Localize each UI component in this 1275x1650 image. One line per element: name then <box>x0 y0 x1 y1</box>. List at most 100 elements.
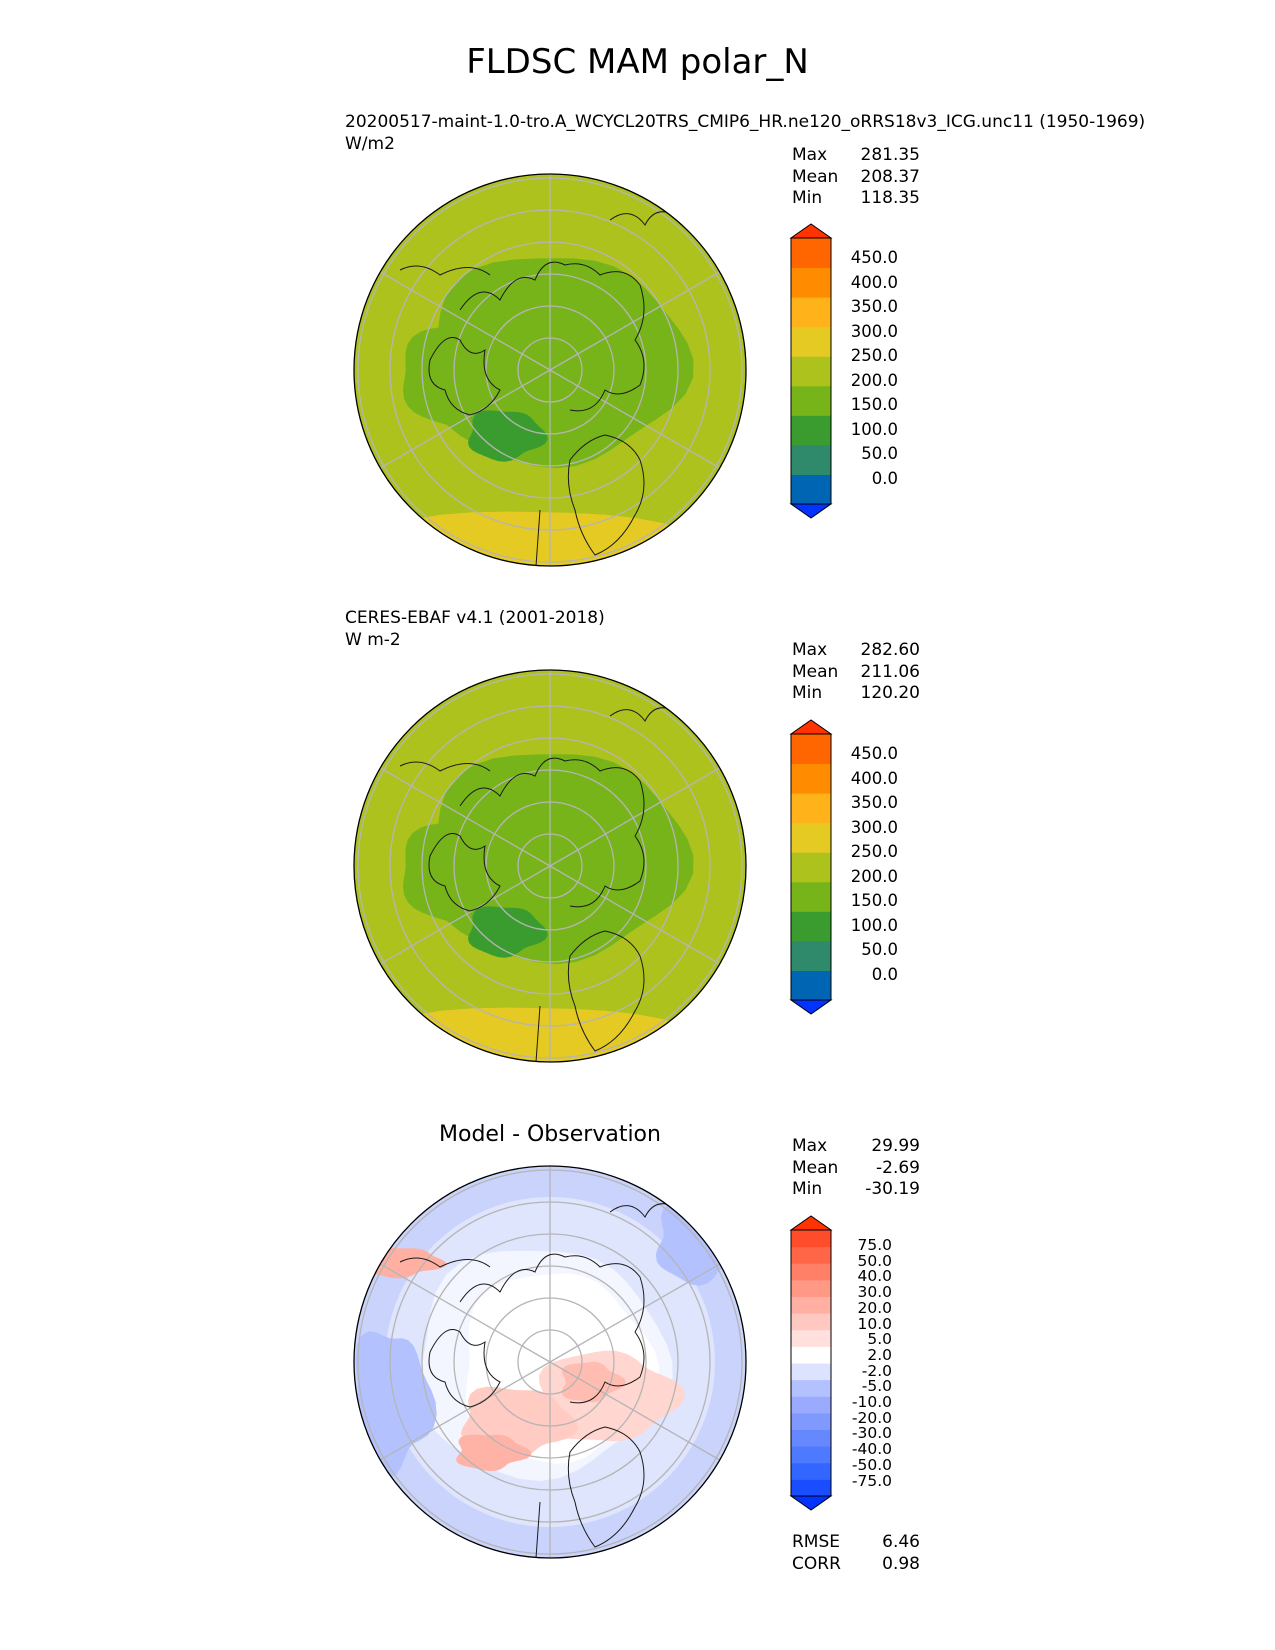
colorbar-swatch <box>791 1279 831 1297</box>
tick-label: -40.0 <box>851 1440 892 1459</box>
coastline <box>534 509 541 566</box>
tick-label: 100.0 <box>850 419 898 439</box>
tick-label: 350.0 <box>850 297 898 316</box>
page-title: FLDSC MAM polar_N <box>466 42 809 82</box>
tick-label: 200.0 <box>850 370 898 390</box>
model-units: W/m2 <box>345 134 395 154</box>
coastline <box>459 1253 645 1404</box>
tick-label: 300.0 <box>850 817 898 837</box>
obs-colorbar <box>789 719 833 1015</box>
colorbar-swatch <box>791 1230 831 1248</box>
meridian-line <box>379 1361 551 1461</box>
tick-label: 50.0 <box>857 1251 892 1270</box>
colorbar-swatch <box>791 1379 831 1397</box>
colorbar-swatch <box>791 1329 831 1347</box>
coastline <box>609 1203 676 1218</box>
graticule <box>357 670 743 1062</box>
colorbar-extend-max <box>789 1215 833 1231</box>
obs-stats: Max 282.60 Mean 211.06 Min 120.20 <box>792 640 920 705</box>
colorbar-swatch <box>791 474 831 505</box>
stat-mean: Mean 211.06 <box>792 661 920 682</box>
coastline <box>567 930 645 1052</box>
colorbar-swatch <box>791 1346 831 1364</box>
colorbar-extend-max <box>789 223 833 239</box>
meridian-line <box>549 1263 721 1363</box>
tick-label: 150.0 <box>850 395 898 414</box>
diff-stats: Max 29.99 Mean -2.69 Min -30.19 <box>792 1136 920 1201</box>
coastline <box>428 337 501 416</box>
stat-min: Min 118.35 <box>792 188 920 208</box>
field-region <box>354 1331 437 1479</box>
colorbar-swatch <box>791 822 831 853</box>
metric-corr: CORR 0.98 <box>792 1553 920 1574</box>
colorbar-swatch <box>791 1446 831 1464</box>
colorbar-swatch <box>791 1246 831 1264</box>
coastline <box>609 707 676 722</box>
meridian-line <box>379 767 551 867</box>
colorbar-extend-min <box>789 1495 833 1511</box>
coastline <box>534 1501 541 1558</box>
colorbar-swatch <box>791 385 831 416</box>
colorbar-swatch <box>791 326 831 357</box>
tick-label: -10.0 <box>851 1393 892 1411</box>
graticule <box>357 1166 743 1558</box>
diff-polar-map <box>353 1165 747 1559</box>
meridian-line <box>379 865 551 965</box>
tick-label: 400.0 <box>850 768 898 788</box>
map-boundary <box>353 669 747 1063</box>
diff-title: Model - Observation <box>439 1122 661 1147</box>
stat-mean: Mean -2.69 <box>792 1157 920 1178</box>
colorbar-swatch <box>791 911 831 942</box>
field-region <box>354 511 746 566</box>
field-region <box>456 1434 532 1472</box>
metric-rmse: RMSE 6.46 <box>792 1532 920 1552</box>
coastline <box>459 757 645 908</box>
tick-label: 2.0 <box>867 1345 892 1364</box>
tick-label: 10.0 <box>857 1314 892 1333</box>
colorbar-swatch <box>791 1396 831 1414</box>
tick-label: 350.0 <box>850 793 898 812</box>
colorbar-outline <box>790 1229 832 1497</box>
meridian-line <box>549 767 721 867</box>
model-title: 20200517-maint-1.0-tro.A_WCYCL20TRS_CMIP… <box>345 112 1146 132</box>
model-colorbar <box>789 223 833 519</box>
coastlines <box>399 1203 676 1558</box>
coastline <box>399 1257 491 1268</box>
tick-label: 0.0 <box>871 468 898 488</box>
colorbar-swatch <box>791 1429 831 1447</box>
tick-label: 5.0 <box>867 1330 892 1349</box>
map-field <box>354 174 746 566</box>
colorbar-swatch <box>791 1412 831 1430</box>
stat-max: Max 29.99 <box>792 1136 920 1156</box>
colorbar-extend-min <box>789 999 833 1015</box>
model-stats: Max 281.35 Mean 208.37 Min 118.35 <box>792 145 920 210</box>
field-region <box>403 326 516 427</box>
meridian-line <box>549 271 721 371</box>
tick-label: 20.0 <box>857 1298 892 1317</box>
field-region <box>468 906 548 958</box>
coastlines <box>399 211 676 566</box>
stat-min: Min 120.20 <box>792 683 920 703</box>
colorbar-swatch <box>791 1462 831 1480</box>
field-region <box>354 1007 746 1062</box>
colorbar-swatch <box>791 1313 831 1331</box>
diff-colorbar <box>789 1215 833 1511</box>
meridian-line <box>379 1263 551 1363</box>
tick-label: 50.0 <box>861 940 898 959</box>
colorbar-swatch <box>791 1479 831 1497</box>
coastline <box>609 211 676 226</box>
field-region <box>468 410 548 462</box>
meridian-line <box>549 369 721 469</box>
obs-title: CERES-EBAF v4.1 (2001-2018) <box>345 608 605 628</box>
tick-label: -30.0 <box>851 1424 892 1443</box>
tick-label: 200.0 <box>850 866 898 886</box>
colorbar-swatch <box>791 267 831 298</box>
colorbar-extend-max <box>789 719 833 735</box>
tick-label: 40.0 <box>857 1267 892 1286</box>
tick-label: 0.0 <box>871 964 898 984</box>
meridian-line <box>379 369 551 469</box>
colorbar-swatch <box>791 297 831 328</box>
stat-max: Max 281.35 <box>792 145 920 165</box>
colorbar-swatch <box>791 940 831 971</box>
meridian-line <box>549 865 721 965</box>
